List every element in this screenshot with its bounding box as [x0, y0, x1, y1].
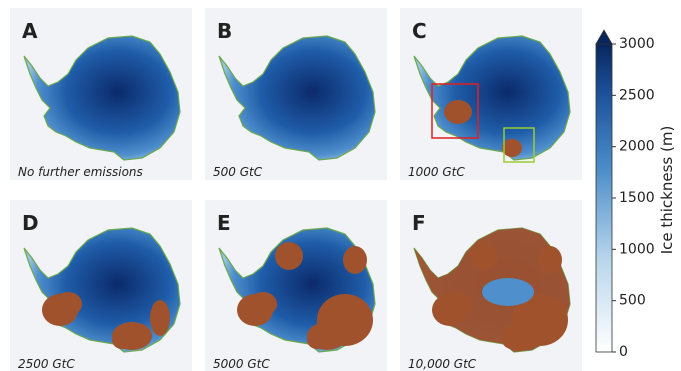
- panel-caption: 10,000 GtC: [408, 357, 477, 371]
- ice-loss: [317, 294, 373, 346]
- highlight-box: [431, 83, 479, 139]
- map-panel: C 1000 GtC: [400, 8, 582, 180]
- ice-loss: [150, 300, 170, 336]
- map-panel: A No further emissions: [10, 8, 192, 180]
- panel-caption: No further emissions: [18, 165, 143, 179]
- ice-loss: [343, 246, 367, 274]
- ice-sheet: [413, 35, 571, 161]
- panel-letter: A: [22, 19, 38, 43]
- ice-loss: [42, 294, 78, 326]
- panel-letter: F: [412, 211, 426, 235]
- map-panel: E 5000 GtC: [205, 200, 387, 371]
- colorbar-tick-label: 2000: [619, 139, 655, 155]
- colorbar-tick-label: 3000: [619, 36, 655, 52]
- panel-caption: 5000 GtC: [213, 357, 270, 371]
- colorbar-label: Ice thickness (m): [658, 126, 676, 255]
- panel-letter: D: [22, 211, 39, 235]
- panel-caption: 1000 GtC: [408, 165, 465, 179]
- panel-letter: C: [412, 19, 427, 43]
- ice-loss: [112, 322, 152, 350]
- map-panel: F 10,000 GtC: [400, 200, 582, 371]
- panel-caption: 2500 GtC: [18, 357, 75, 371]
- ice-loss: [275, 242, 303, 270]
- ice-sheet: [218, 35, 376, 161]
- colorbar-tick-label: 1500: [619, 190, 655, 206]
- ice-loss: [237, 294, 273, 326]
- panel-letter: B: [217, 19, 232, 43]
- colorbar-tick-label: 0: [619, 344, 628, 360]
- map-panel: D 2500 GtC: [10, 200, 192, 371]
- colorbar-tick-label: 2500: [619, 87, 655, 103]
- colorbar-extension: [595, 29, 613, 45]
- ice-loss: [444, 100, 472, 124]
- colorbar-tick-label: 500: [619, 293, 646, 309]
- ice-sheet: [23, 35, 181, 161]
- highlight-box: [503, 127, 535, 163]
- ice-loss: [502, 139, 522, 157]
- panel-caption: 500 GtC: [213, 165, 263, 179]
- colorbar: [595, 43, 613, 353]
- map-panel: B 500 GtC: [205, 8, 387, 180]
- panel-letter: E: [217, 211, 231, 235]
- colorbar-tick-label: 1000: [619, 241, 655, 257]
- remaining-ice: [482, 278, 534, 306]
